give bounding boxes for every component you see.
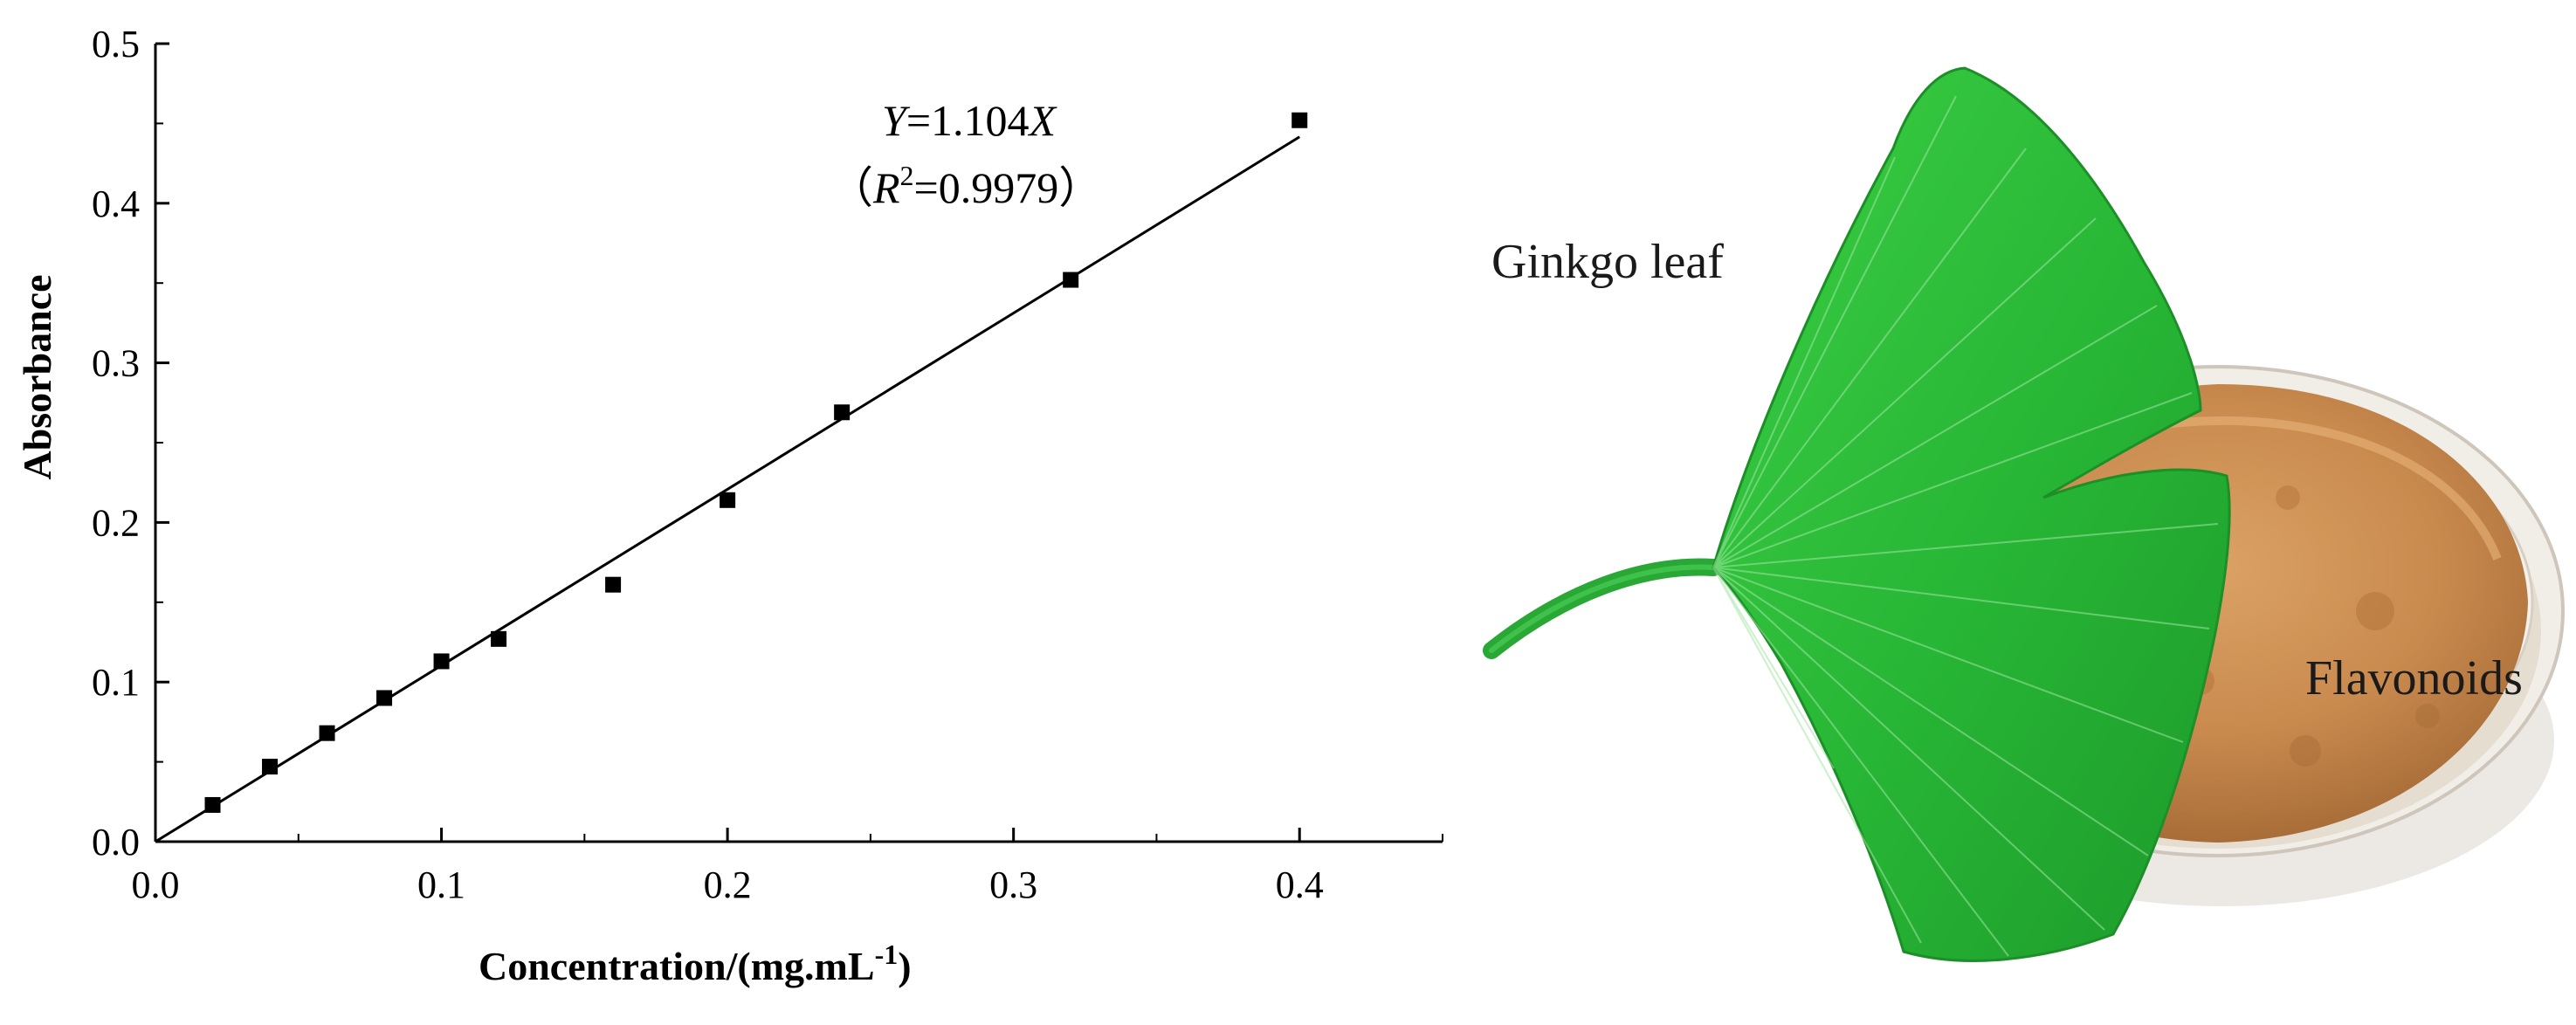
r-sup: 2 [900,160,914,191]
eq-x-var: X [1028,96,1058,145]
data-point [262,759,279,775]
eq-coefficient: =1.104 [906,96,1030,145]
data-point [1063,272,1079,288]
data-point [1291,112,1308,128]
ginkgo-leaf [1483,66,2231,962]
x-tick-label: 0.2 [704,863,752,906]
r-open-paren: （ [830,163,873,212]
ginkgo-photo: Ginkgo leaf Flavonoids [1483,66,2565,962]
y-ticks: 0.0 0.1 0.2 0.3 0.4 0.5 [92,23,169,863]
data-point [204,796,221,813]
data-point [834,404,851,421]
data-point [433,653,450,670]
data-point [605,576,622,593]
y-axis-title: Absorbance [15,274,59,479]
x-axis-title-sup: -1 [875,939,899,970]
x-axis-title-main: Concentration/(mg.mL [479,944,875,988]
x-ticks: 0.0 0.1 0.2 0.3 0.4 [132,828,1443,906]
flavonoids-label: Flavonoids [2305,651,2523,705]
calibration-chart: 0.0 0.1 0.2 0.3 0.4 0.5 0.0 0.1 0.2 0.3 0.4 Absor… [15,23,1443,988]
y-tick-label: 0.3 [92,342,140,385]
x-tick-label: 0.4 [1276,863,1324,906]
fit-line-group [155,135,1301,843]
x-axis-title-close: ) [898,944,911,988]
data-point [376,690,393,706]
data-point [720,492,736,508]
ginkgo-leaf-label: Ginkgo leaf [1491,235,1724,289]
y-tick-label: 0.4 [92,182,140,225]
y-tick-label: 0.1 [92,661,140,704]
data-points [204,112,1308,813]
x-tick-label: 0.0 [132,863,180,906]
y-tick-label: 0.5 [92,23,140,65]
r-squared: （R2=0.9979） [830,160,1102,212]
y-tick-label: 0.2 [92,501,140,544]
x-tick-label: 0.3 [989,863,1037,906]
eq-y-var: Y [882,96,911,145]
data-point [491,630,507,647]
y-tick-label: 0.0 [92,821,140,863]
regression-equation: Y=1.104X [882,96,1058,145]
r-value: =0.9979） [914,163,1103,212]
x-axis-title: Concentration/(mg.mL-1) [479,939,912,988]
x-tick-label: 0.1 [417,863,465,906]
fit-line [155,135,1301,843]
data-point [319,725,335,741]
r-var: R [872,163,900,212]
